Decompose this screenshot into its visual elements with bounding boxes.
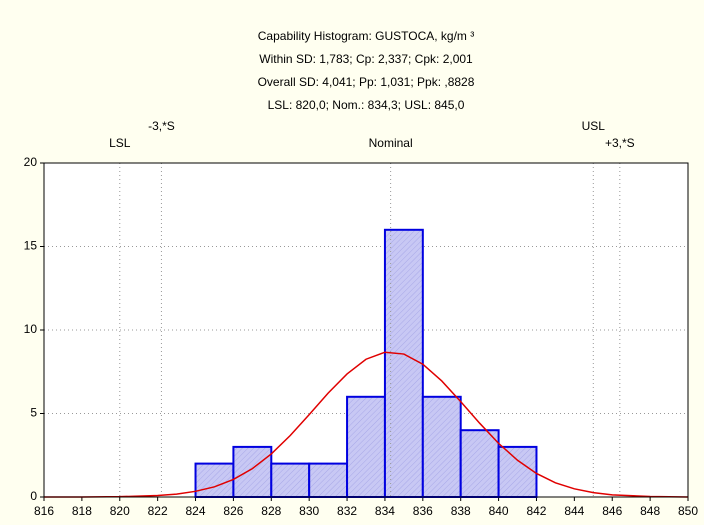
normal-curve — [44, 351, 689, 498]
plot-frame — [43, 162, 689, 498]
subtitle: Within SD: 1,783; Cp: 2,337; Cpk: 2,001 — [259, 52, 473, 66]
spec-label: Nominal — [369, 136, 413, 150]
spec-label: USL — [582, 119, 606, 133]
bar — [346, 395, 386, 498]
x-tick-label: 846 — [602, 504, 622, 518]
x-tick-label: 850 — [678, 504, 698, 518]
subtitle: LSL: 820,0; Nom.: 834,3; USL: 845,0 — [268, 98, 465, 112]
bar — [194, 462, 235, 499]
x-tick-label: 836 — [413, 504, 433, 518]
x-tick-label: 832 — [337, 504, 357, 518]
x-tick-label: 824 — [186, 504, 206, 518]
spec-label: LSL — [109, 136, 131, 150]
x-tick-label: 838 — [451, 504, 471, 518]
spec-label: +3,*S — [605, 136, 635, 150]
bar — [497, 445, 538, 498]
y-tick-label: 10 — [24, 322, 38, 336]
x-tick-label: 834 — [375, 504, 395, 518]
bar — [270, 462, 311, 499]
x-tick-label: 844 — [564, 504, 584, 518]
x-tick-label: 842 — [526, 504, 546, 518]
chart-title: Capability Histogram: GUSTOCA, kg/m ³ — [258, 29, 475, 43]
bar — [308, 462, 349, 499]
x-tick-label: 828 — [261, 504, 281, 518]
y-tick-label: 0 — [30, 489, 37, 503]
subtitle: Overall SD: 4,041; Pp: 1,031; Ppk: ,8828 — [258, 75, 475, 89]
y-tick-label: 15 — [24, 239, 38, 253]
x-tick-label: 830 — [299, 504, 319, 518]
x-tick-label: 826 — [223, 504, 243, 518]
x-tick-label: 848 — [640, 504, 660, 518]
spec-label: -3,*S — [148, 119, 175, 133]
bar — [459, 429, 500, 499]
bar — [232, 445, 273, 498]
x-tick-label: 822 — [148, 504, 168, 518]
x-tick-label: 816 — [34, 504, 54, 518]
x-tick-label: 820 — [110, 504, 130, 518]
bar — [421, 395, 462, 498]
y-tick-label: 5 — [30, 406, 37, 420]
x-tick-label: 840 — [489, 504, 509, 518]
y-tick-label: 20 — [24, 155, 38, 169]
x-tick-label: 818 — [72, 504, 92, 518]
